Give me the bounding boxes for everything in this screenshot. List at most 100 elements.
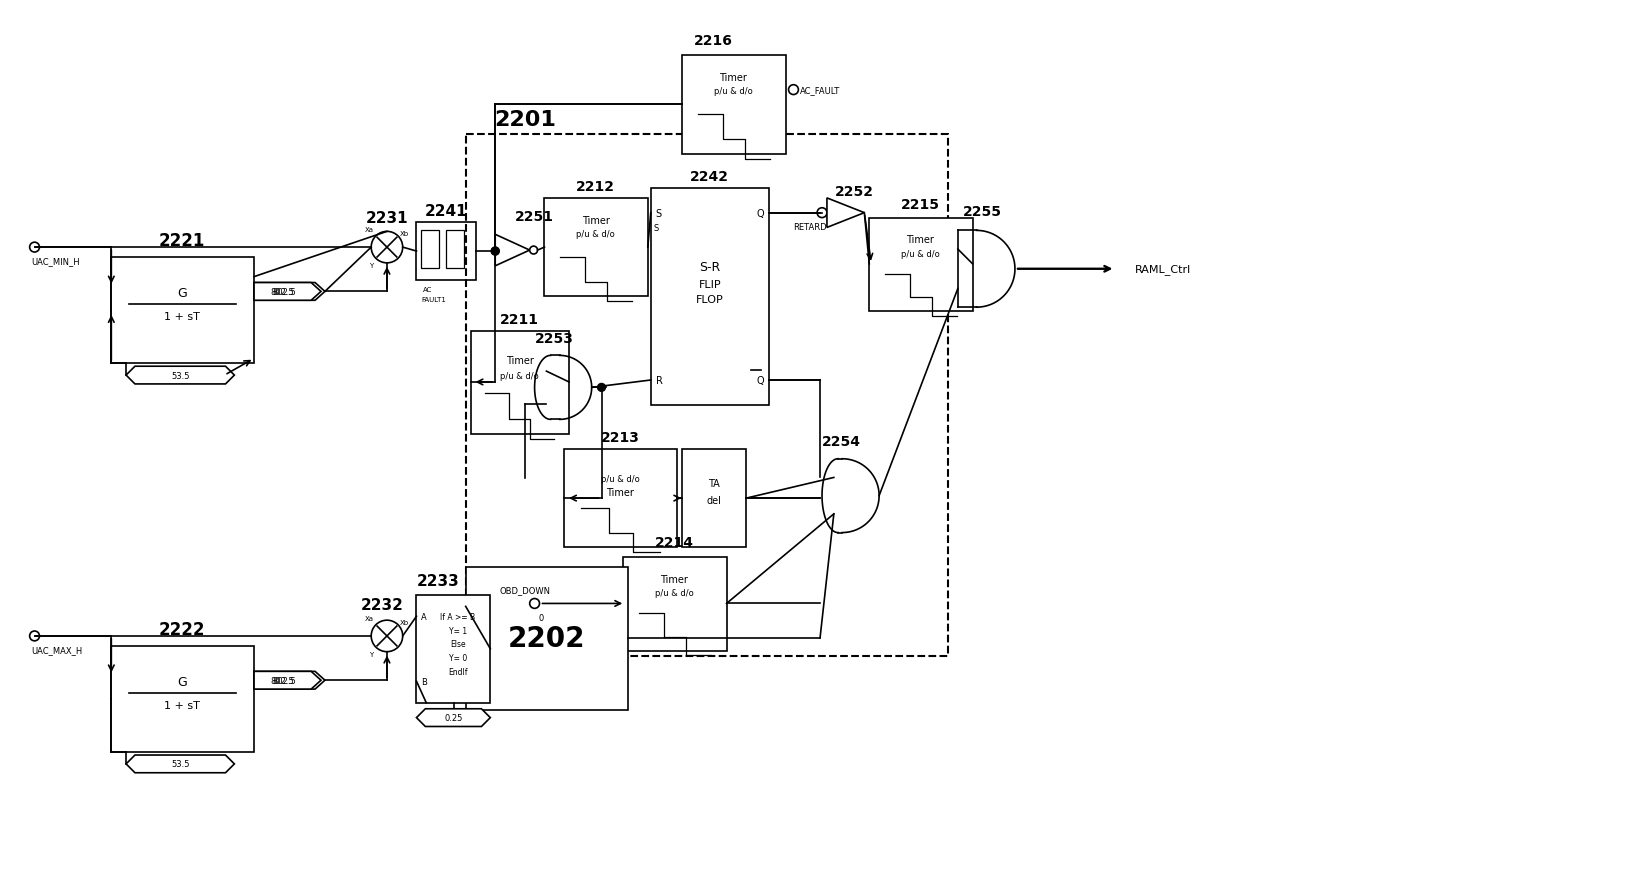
Text: FLIP: FLIP: [698, 279, 721, 289]
Text: A: A: [422, 612, 427, 621]
Text: UAC_MIN_H: UAC_MIN_H: [31, 257, 81, 266]
Text: FAULT1: FAULT1: [422, 297, 446, 303]
Polygon shape: [496, 235, 530, 267]
Text: del: del: [707, 495, 721, 506]
Bar: [112, 646, 254, 752]
Bar: [466, 135, 949, 656]
Circle shape: [491, 248, 499, 256]
Text: 2252: 2252: [835, 185, 875, 198]
Circle shape: [598, 384, 606, 392]
Text: Timer: Timer: [660, 574, 688, 584]
Text: 2201: 2201: [494, 110, 555, 130]
Text: Timer: Timer: [506, 356, 534, 366]
Text: Q: Q: [756, 376, 764, 385]
Polygon shape: [827, 198, 865, 229]
Text: Else: Else: [450, 640, 466, 649]
Text: 2253: 2253: [535, 331, 573, 346]
Circle shape: [491, 248, 499, 256]
Text: 802.5: 802.5: [270, 288, 295, 297]
Text: 0: 0: [539, 613, 544, 622]
Text: p/u & d/o: p/u & d/o: [715, 87, 753, 96]
Text: 802.5: 802.5: [273, 676, 296, 685]
Text: Timer: Timer: [606, 487, 634, 498]
Text: OBD_DOWN: OBD_DOWN: [499, 586, 550, 595]
Bar: [682, 449, 746, 548]
Text: 2221: 2221: [160, 232, 206, 250]
Text: 1 + sT: 1 + sT: [165, 700, 201, 710]
Text: 2232: 2232: [361, 597, 404, 612]
Text: Xb: Xb: [400, 231, 408, 237]
Text: 2213: 2213: [601, 431, 639, 445]
Text: Q: Q: [756, 208, 764, 219]
Text: 802.5: 802.5: [273, 288, 296, 297]
Bar: [417, 595, 491, 703]
Text: Timer: Timer: [720, 73, 748, 82]
Text: 2211: 2211: [501, 313, 539, 327]
Polygon shape: [127, 755, 234, 773]
Text: G: G: [178, 675, 188, 688]
Polygon shape: [254, 284, 321, 301]
Bar: [565, 449, 677, 548]
Text: p/u & d/o: p/u & d/o: [601, 474, 639, 484]
Text: p/u & d/o: p/u & d/o: [501, 371, 539, 380]
Bar: [466, 567, 628, 710]
Text: Y= 0: Y= 0: [448, 653, 468, 663]
Text: RETARD: RETARD: [794, 222, 827, 231]
Text: AC: AC: [423, 287, 433, 293]
Text: 2233: 2233: [417, 573, 460, 588]
Text: S: S: [654, 223, 659, 233]
Text: 53.5: 53.5: [171, 759, 189, 768]
Text: 2251: 2251: [516, 209, 553, 223]
Text: Timer: Timer: [581, 215, 609, 225]
Text: 2242: 2242: [690, 170, 730, 184]
Text: 2215: 2215: [901, 198, 940, 212]
Text: 0.25: 0.25: [445, 713, 463, 722]
Text: Timer: Timer: [906, 235, 934, 245]
Text: p/u & d/o: p/u & d/o: [901, 249, 940, 258]
Text: 2214: 2214: [656, 536, 693, 550]
Text: RAML_Ctrl: RAML_Ctrl: [1135, 264, 1191, 275]
Text: 1 + sT: 1 + sT: [165, 312, 201, 322]
Polygon shape: [127, 367, 234, 385]
Text: 2231: 2231: [366, 211, 408, 226]
Text: AC_FAULT: AC_FAULT: [800, 86, 840, 95]
Text: 2222: 2222: [160, 620, 206, 638]
Polygon shape: [417, 709, 491, 727]
Text: G: G: [178, 286, 188, 299]
Text: 2216: 2216: [695, 35, 733, 49]
Text: Xb: Xb: [400, 619, 408, 626]
Bar: [422, 231, 440, 268]
Text: 2212: 2212: [576, 180, 614, 194]
Bar: [545, 198, 647, 297]
Bar: [446, 231, 464, 268]
Text: Xa: Xa: [364, 616, 374, 621]
Text: p/u & d/o: p/u & d/o: [656, 588, 693, 597]
Text: 2255: 2255: [963, 205, 1001, 219]
Bar: [417, 223, 476, 280]
Polygon shape: [254, 672, 324, 689]
Text: p/u & d/o: p/u & d/o: [576, 229, 614, 238]
Text: 53.5: 53.5: [171, 371, 189, 380]
Bar: [870, 218, 973, 312]
Text: If A >= B: If A >= B: [440, 612, 476, 621]
Text: UAC_MAX_H: UAC_MAX_H: [31, 646, 82, 655]
Bar: [623, 557, 726, 651]
Text: Xa: Xa: [364, 227, 374, 233]
Bar: [682, 56, 786, 154]
Text: S: S: [656, 208, 662, 219]
Text: 2241: 2241: [425, 204, 468, 219]
Text: TA: TA: [708, 478, 720, 489]
Text: FLOP: FLOP: [697, 295, 723, 305]
Bar: [112, 258, 254, 364]
Text: Y: Y: [369, 262, 374, 268]
Text: Y= 1: Y= 1: [448, 626, 466, 634]
Text: EndIf: EndIf: [448, 667, 468, 676]
Text: Y: Y: [369, 651, 374, 657]
Text: 2202: 2202: [507, 625, 585, 652]
Text: R: R: [656, 376, 662, 385]
Text: 2254: 2254: [822, 434, 861, 448]
Polygon shape: [254, 284, 324, 301]
Bar: [471, 331, 570, 435]
Polygon shape: [254, 672, 321, 689]
Bar: [651, 189, 769, 405]
